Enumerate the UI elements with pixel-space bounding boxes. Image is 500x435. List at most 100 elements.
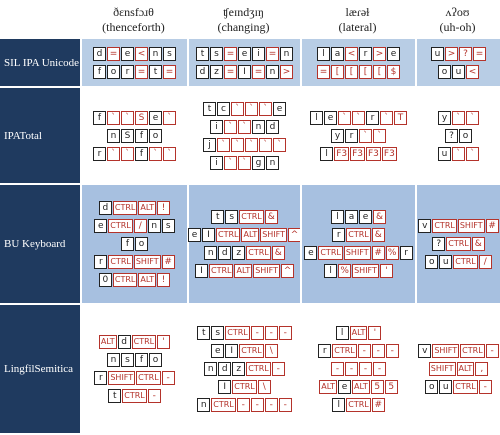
- cell: l a e & r CTRL & e CTRL SHIFT #% r l% SHIFT ': [300, 185, 415, 305]
- key: `: [224, 155, 237, 170]
- key: SHIFT: [133, 255, 161, 269]
- key: `: [163, 110, 176, 125]
- key: /: [133, 219, 147, 233]
- key: n: [149, 46, 162, 61]
- key: -: [271, 362, 285, 376]
- key: SHIFT: [457, 219, 485, 233]
- key: z: [232, 246, 246, 260]
- key: -: [236, 398, 250, 412]
- key: CTRL: [131, 335, 157, 349]
- key-sequence: e I CTRL \: [211, 344, 278, 358]
- key: e: [211, 344, 225, 358]
- key: \: [257, 380, 271, 394]
- key: `: [373, 128, 386, 143]
- key: CTRL: [453, 255, 478, 269]
- key-sequence: i ` ` g n: [210, 155, 279, 170]
- key: CTRL: [211, 398, 236, 412]
- key-sequence: u ` `: [438, 146, 479, 161]
- key-sequence: ? o: [445, 128, 472, 143]
- key-sequence: t s CTRL - - -: [197, 326, 292, 340]
- key: 0: [98, 273, 112, 287]
- key: ALT: [349, 326, 368, 340]
- key-sequence: v CTRL SHIFT #: [418, 219, 499, 233]
- key: SHIFT: [352, 264, 379, 278]
- key: CTRL: [208, 264, 234, 278]
- key: `: [149, 146, 162, 161]
- key: <: [345, 46, 358, 61]
- key: n: [107, 128, 120, 143]
- key: #: [371, 246, 385, 260]
- key-sequence: r CTRL - - -: [318, 344, 399, 358]
- key: [: [359, 64, 372, 79]
- cell: t s CTRL - - - e I CTRL \ n d z CTRL - I CTRL \ n CTRL - - - -: [187, 305, 300, 435]
- row-label: SIL IPA Unicode: [0, 39, 80, 88]
- key: &: [373, 210, 386, 224]
- key: -: [385, 344, 399, 358]
- column-header: læɾəɫ (lateral): [300, 0, 415, 39]
- key: r: [93, 146, 106, 161]
- key: SHIFT: [432, 344, 460, 358]
- key: ': [368, 326, 382, 340]
- key: f: [93, 64, 106, 79]
- key: CTRL: [232, 380, 257, 394]
- key: d: [218, 246, 232, 260]
- key: s: [210, 46, 223, 61]
- key: =: [224, 64, 237, 79]
- key-sequence: ALT d CTRL ': [98, 335, 171, 349]
- key: -: [331, 362, 344, 376]
- key: &: [271, 246, 285, 260]
- key: o: [438, 64, 451, 79]
- key: l: [324, 264, 338, 278]
- key: !: [157, 201, 171, 215]
- key: f: [135, 146, 148, 161]
- gloss: (changing): [217, 19, 270, 34]
- key-sequence: o u CTRL /: [425, 255, 492, 269]
- key: CTRL: [246, 362, 271, 376]
- key: `: [273, 137, 286, 152]
- key-sequence: l e ` ` r ` T: [310, 110, 407, 125]
- key-sequence: r CTRL &: [332, 228, 385, 242]
- key: `: [452, 110, 465, 125]
- cell: l a < r > e =[[[[$: [300, 39, 415, 88]
- key: t: [196, 46, 209, 61]
- key-sequence: n d z CTRL &: [204, 246, 285, 260]
- key: n: [147, 219, 161, 233]
- key: -: [478, 380, 492, 394]
- key: >: [280, 64, 293, 79]
- key: o: [135, 237, 148, 251]
- key-sequence: I CTRL ALT SHIFT ^: [194, 264, 295, 278]
- key: =: [224, 46, 237, 61]
- key: o: [425, 255, 439, 269]
- key: -: [250, 398, 264, 412]
- key: `: [466, 110, 479, 125]
- key: F3: [381, 146, 397, 161]
- key: ?: [432, 237, 446, 251]
- column-header: ʧeɪndʒɪŋ (changing): [187, 0, 300, 39]
- key: `: [107, 146, 120, 161]
- key: v: [418, 344, 432, 358]
- key: y: [331, 128, 344, 143]
- key: ALT: [138, 273, 157, 287]
- key: o: [459, 128, 472, 143]
- key-sequence: n d z CTRL -: [204, 362, 285, 376]
- key: s: [121, 353, 134, 367]
- key: `: [121, 146, 134, 161]
- key: =: [266, 46, 279, 61]
- key: T: [394, 110, 407, 125]
- key: CTRL: [108, 255, 133, 269]
- key: SHIFT: [253, 264, 281, 278]
- cell: v CTRL SHIFT #? CTRL & o u CTRL /: [415, 185, 500, 305]
- key: =: [163, 64, 176, 79]
- key: d: [93, 46, 106, 61]
- key: CTRL: [453, 380, 478, 394]
- key: f: [93, 110, 106, 125]
- key: `: [163, 146, 176, 161]
- key-sequence: l ALT ': [335, 326, 382, 340]
- key-sequence: d z = I = n >: [196, 64, 293, 79]
- key: >: [373, 46, 386, 61]
- key: CTRL: [239, 344, 264, 358]
- key: $: [387, 64, 400, 79]
- key: -: [359, 362, 372, 376]
